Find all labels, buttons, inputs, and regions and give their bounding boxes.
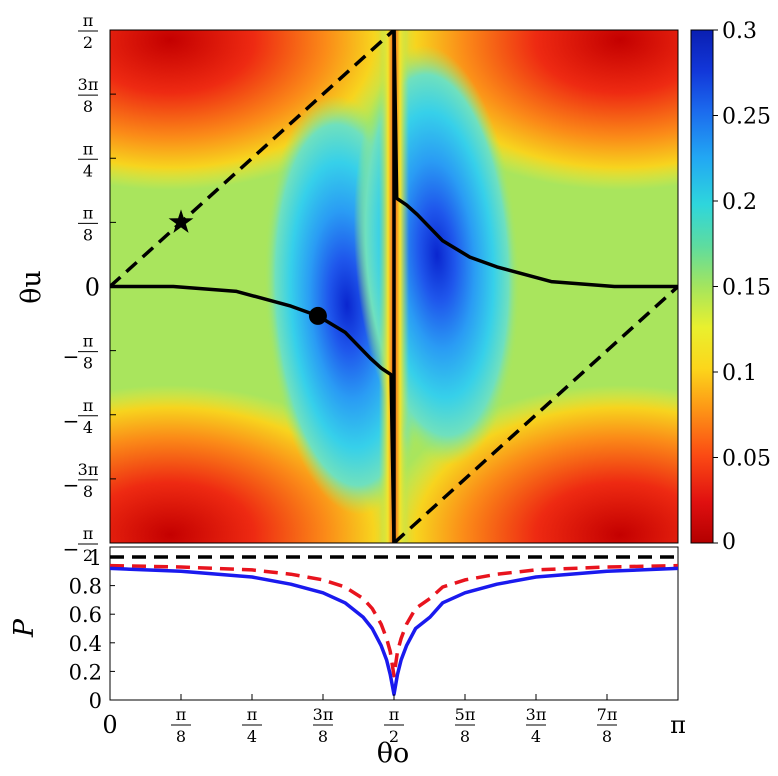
heat-ytick-label-8-den: 2: [83, 546, 93, 565]
line-xlabel: θo: [377, 738, 410, 769]
line-xtick-label-0-text: 0: [102, 711, 117, 739]
line-ylabel: P: [9, 618, 40, 638]
colorbar-gradient: [691, 30, 713, 543]
colorbar: 0 0.05 0.1 0.15 0.2 0.25 0.3: [690, 19, 771, 555]
heat-ytick-label-4-text: 0: [85, 274, 100, 302]
heat-ytick-label-8-num: π: [83, 524, 94, 543]
line-xtick-label-7: 7π8: [597, 705, 618, 746]
heat-marker-star: [168, 209, 194, 233]
heat-ytick-label-4: 0: [85, 274, 100, 302]
colorbar-tick-label-4: 0.2: [722, 190, 757, 215]
line-xtick-label-5-den: 8: [460, 727, 470, 746]
heat-ytick-label-3-den: 8: [83, 225, 93, 244]
colorbar-ticks: 0 0.05 0.1 0.15 0.2 0.25 0.3: [713, 19, 771, 555]
line-xtick-label-4: π2: [384, 705, 405, 746]
heat-ytick-label-5-num: π: [83, 332, 94, 351]
heatmap-field: [110, 30, 678, 543]
heat-curve-3: [392, 30, 678, 289]
heat-red-region-tl: [110, 30, 410, 190]
heat-ytick-label-8-sign: −: [63, 537, 80, 561]
line-xtick-label-2-num: π: [247, 705, 258, 724]
heat-ytick-label-2-den: 4: [83, 161, 93, 180]
heat-curve-1: [392, 285, 678, 543]
line-xtick-label-4-num: π: [389, 705, 400, 724]
heat-ytick-label-6-num: π: [83, 396, 94, 415]
heat-ytick-label-3: π8: [78, 203, 98, 244]
line-ytick-label-2: 0.4: [69, 632, 102, 656]
line-y-axis: 0 0.2 0.4 0.6 0.8 1: [69, 546, 115, 713]
line-xtick-label-5-num: 5π: [455, 705, 476, 724]
colorbar-tick-label-6: 0.3: [722, 19, 757, 44]
line-ytick-label-3: 0.6: [69, 603, 102, 627]
line-xtick-label-7-den: 8: [602, 727, 612, 746]
heat-ytick-label-8: −π 2: [63, 524, 98, 565]
heat-ytick-label-7: −3π 8: [63, 460, 99, 501]
heat-ytick-label-2-num: π: [83, 139, 94, 158]
heatmap-ylabel: θu: [16, 270, 47, 304]
line-xtick-label-4-den: 2: [389, 727, 399, 746]
heat-marker-circle: [308, 306, 327, 325]
heat-ytick-label-5-den: 8: [83, 354, 93, 373]
line-ytick-label-5: 1: [89, 546, 102, 570]
heat-red-region-br: [380, 385, 678, 543]
heat-ytick-label-0: π2: [78, 11, 98, 52]
heat-ytick-label-1: 3π8: [78, 75, 99, 116]
heat-ytick-label-5: −π 8: [63, 332, 98, 373]
line-xtick-label-2-den: 4: [247, 727, 257, 746]
line-xtick-label-5: 5π8: [455, 705, 476, 746]
heat-curve-0: [110, 30, 396, 288]
heat-ytick-label-3-num: π: [83, 203, 94, 222]
heat-ytick-label-7-sign: −: [63, 473, 80, 497]
heat-ytick-label-6-den: 4: [83, 418, 93, 437]
heat-ytick-label-0-num: π: [83, 11, 94, 30]
colorbar-tick-label-5: 0.25: [722, 105, 771, 130]
heat-overlay-curves: [110, 30, 678, 543]
colorbar-tick-label-0: 0: [722, 530, 736, 555]
colorbar-tick-label-3: 0.15: [722, 276, 771, 301]
heat-ytick-label-5-sign: −: [63, 345, 80, 369]
line-xtick-label-8-text: π: [670, 711, 686, 739]
heat-ytick-label-7-num: 3π: [78, 460, 99, 479]
colorbar-tick-label-1: 0.05: [722, 447, 771, 472]
heat-ytick-label-7-den: 8: [83, 482, 93, 501]
line-xtick-label-1: π8: [171, 705, 192, 746]
colorbar-tick-label-2: 0.1: [722, 361, 757, 386]
line-xtick-label-6-den: 4: [531, 727, 541, 746]
line-xtick-label-6-num: 3π: [526, 705, 547, 724]
line-xtick-label-6: 3π4: [526, 705, 547, 746]
line-xtick-label-1-num: π: [176, 705, 187, 724]
line-xtick-label-1-den: 8: [176, 727, 186, 746]
line-series-1: [110, 563, 678, 678]
line-xtick-label-7-num: 7π: [597, 705, 618, 724]
heat-ytick-label-0-den: 2: [83, 33, 93, 52]
line-xtick-label-3: 3π8: [313, 705, 334, 746]
heat-ytick-label-2: π4: [78, 139, 98, 180]
heat-ytick-label-6-sign: −: [63, 409, 80, 433]
line-ytick-label-4: 0.8: [69, 575, 102, 599]
line-ytick-label-1: 0.2: [69, 660, 102, 684]
heat-curve-2: [110, 284, 396, 543]
heat-ytick-label-6: −π 4: [63, 396, 98, 437]
line-xtick-label-3-num: 3π: [313, 705, 334, 724]
line-xtick-label-3-den: 8: [318, 727, 328, 746]
heat-ytick-label-1-den: 8: [83, 97, 93, 116]
line-xtick-label-2: π4: [242, 705, 263, 746]
heat-ytick-label-1-num: 3π: [78, 75, 99, 94]
line-xtick-label-0: 0: [102, 711, 117, 739]
line-ytick-label-0: 0: [89, 689, 102, 713]
line-xtick-label-8: π: [670, 711, 686, 739]
